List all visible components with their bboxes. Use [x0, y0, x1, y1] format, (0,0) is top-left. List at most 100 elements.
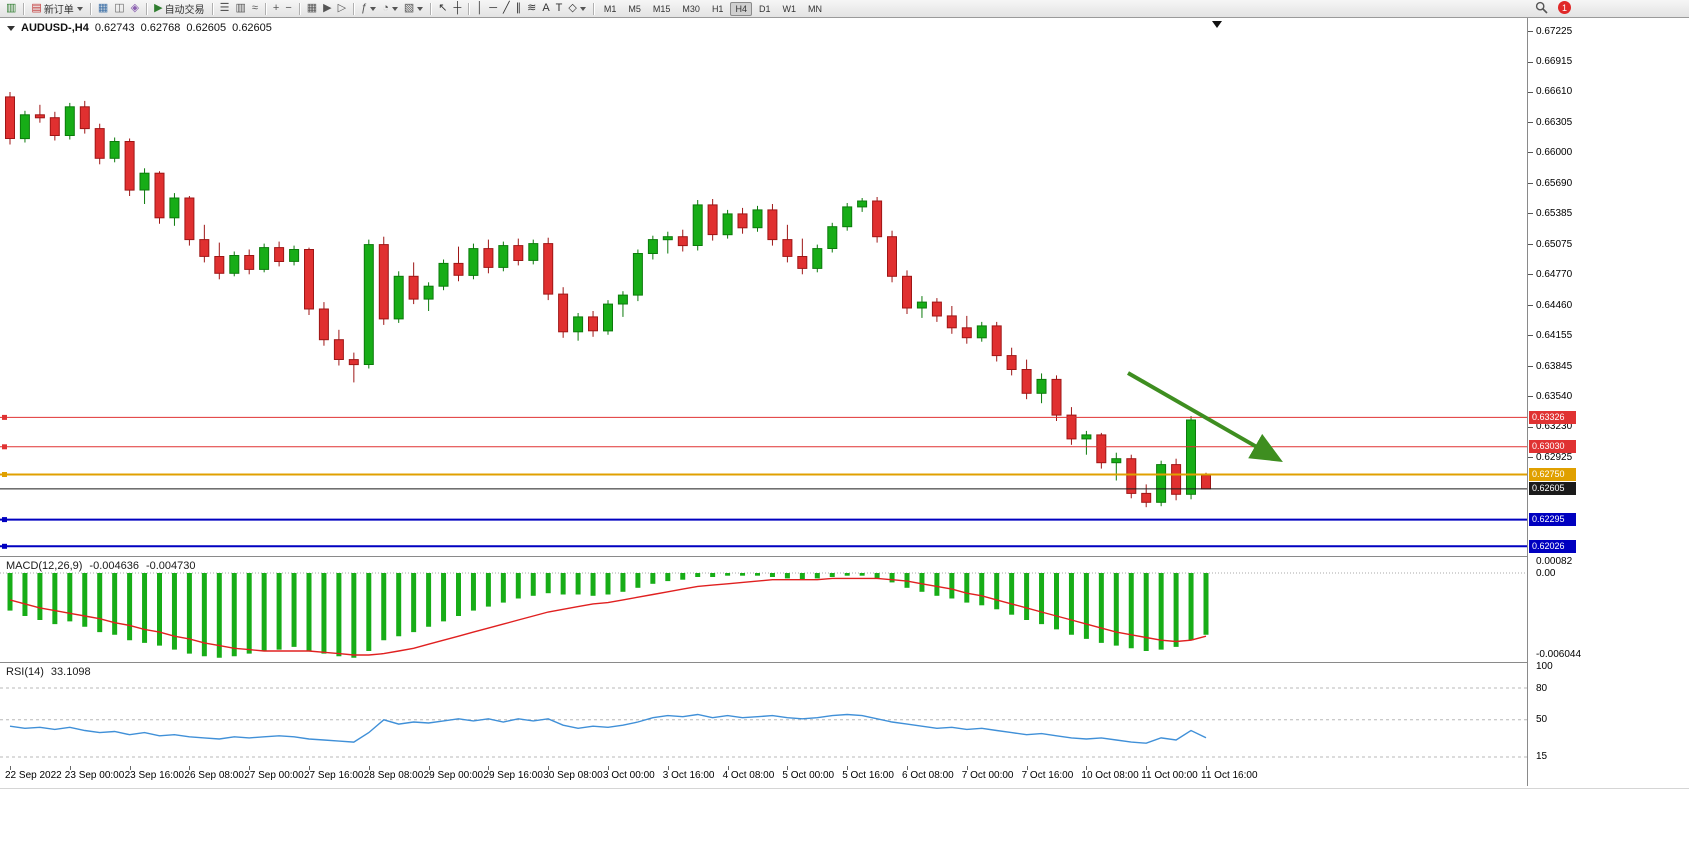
line-handle[interactable]: [2, 517, 7, 523]
timeframe-d1-button[interactable]: D1: [758, 3, 771, 14]
horizontal-line-button[interactable]: ─: [486, 1, 500, 17]
new-order-button[interactable]: ▤ 新订单: [28, 1, 85, 17]
macd-panel: [0, 558, 1527, 662]
chart-window-icon[interactable]: ▥: [3, 1, 19, 17]
candle-body: [318, 308, 329, 341]
chart-shift-marker-icon[interactable]: [1212, 21, 1222, 28]
candle-body: [109, 141, 120, 159]
candle-body: [976, 325, 987, 339]
toolbar-separator: [264, 2, 266, 15]
candle-body: [483, 248, 494, 268]
notification-badge[interactable]: 1: [1558, 1, 1571, 14]
vertical-line-button[interactable]: │: [473, 1, 486, 17]
price-axis-tick: [1528, 305, 1533, 307]
price-axis-tick: [1528, 426, 1533, 428]
candle-body: [752, 209, 763, 229]
candle-body: [543, 243, 554, 295]
line-handle[interactable]: [2, 543, 7, 549]
zoom-out-button[interactable]: −: [282, 1, 294, 17]
time-axis: 22 Sep 2022 23 Sep 00:00 23 Sep 16:00 26 Se…: [0, 766, 1689, 788]
bar-chart-button-icon: ☰: [219, 2, 230, 14]
ohlc-close: 0.62605: [232, 22, 272, 34]
shapes-button-icon: ◇: [568, 2, 577, 14]
cursor-button[interactable]: ↖: [435, 1, 450, 17]
line-handle[interactable]: [2, 444, 7, 450]
line-handle[interactable]: [2, 414, 7, 420]
channel-button[interactable]: ∥: [513, 1, 525, 17]
time-axis-tick: [69, 766, 71, 770]
toolbar-group-pointer: ↖ ┼: [435, 1, 464, 17]
navigator-icon[interactable]: ◈: [128, 1, 142, 17]
candle-body: [49, 117, 60, 136]
bar-chart-button[interactable]: ☰: [217, 1, 233, 17]
crosshair-button[interactable]: ┼: [451, 1, 465, 17]
line-chart-button[interactable]: ≈: [249, 1, 261, 17]
panel-separator[interactable]: [0, 556, 1689, 557]
chart-shift-button[interactable]: ▷: [335, 1, 349, 17]
panel-separator[interactable]: [0, 662, 1689, 663]
toolbar-separator: [211, 2, 213, 15]
price-badge-0.62026: 0.62026: [1529, 539, 1576, 553]
time-axis-tick: [189, 766, 191, 770]
trend-arrow-annotation[interactable]: [1127, 371, 1283, 462]
rsi-line: [9, 713, 1207, 744]
toolbar: ▥ ▤ 新订单 ▦ ◫ ◈ ▶ 自动交易 ☰ ▥ ≈ + − ▦ ▶ ▷ ƒ ◔ ▧ ↖ ┼ │ ─ ╱ ∥ ≋ A T ◇ M1 M5 M1…: [0, 0, 1689, 18]
line-handle[interactable]: [2, 472, 7, 477]
price-axis-tick: [1528, 61, 1533, 63]
timeframe-h4-button[interactable]: H4: [730, 1, 752, 16]
templates-button[interactable]: ▧: [401, 1, 426, 17]
timeframe-mn-button[interactable]: MN: [807, 3, 822, 14]
tile-windows-button-icon: ▦: [306, 2, 318, 14]
timeframe-m15-button[interactable]: M15: [652, 3, 671, 14]
indicators-button[interactable]: ƒ: [358, 1, 379, 17]
auto-scroll-button[interactable]: ▶: [320, 1, 334, 17]
candle-body: [139, 172, 150, 191]
text-label-button[interactable]: T: [553, 1, 566, 17]
symbol-dropdown-icon[interactable]: [7, 25, 15, 31]
price-badge-0.63030: 0.63030: [1529, 440, 1576, 454]
shapes-button[interactable]: ◇: [565, 1, 588, 17]
auto-trading-button[interactable]: ▶ 自动交易: [151, 1, 207, 17]
search-icon[interactable]: [1535, 1, 1548, 14]
periods-button[interactable]: ◔: [379, 1, 401, 17]
candle-body: [1096, 434, 1107, 464]
rsi-axis-label: 15: [1536, 751, 1548, 763]
zoom-in-button[interactable]: +: [270, 1, 282, 17]
fibonacci-button[interactable]: ≋: [524, 1, 539, 17]
candle-body: [333, 339, 344, 361]
candle-body: [468, 248, 479, 276]
candle-body: [1006, 355, 1017, 371]
price-axis-tick: [1528, 396, 1533, 398]
rsi-label-row: RSI(14) 33.1098: [6, 666, 91, 678]
time-axis-label: 3 Oct 00:00: [603, 770, 655, 781]
toolbar-group-zoom: + −: [270, 1, 295, 17]
timeframe-h1-button[interactable]: H1: [711, 3, 724, 14]
candlestick-chart-button-icon: ▥: [235, 2, 246, 14]
candle-body: [737, 213, 748, 229]
price-axis-tick: [1528, 152, 1533, 154]
toolbar-group-arrange: ▦ ▶ ▷: [304, 1, 349, 17]
time-axis-tick: [10, 766, 11, 770]
text-button[interactable]: A: [539, 1, 552, 17]
data-window-icon[interactable]: ◫: [111, 1, 127, 17]
candle-body: [393, 275, 404, 320]
timeframe-w1-button[interactable]: W1: [782, 3, 796, 14]
market-watch-icon[interactable]: ▦: [95, 1, 111, 17]
tile-windows-button[interactable]: ▦: [304, 1, 320, 17]
toolbar-group-panels: ▦ ◫ ◈: [95, 1, 142, 17]
candlestick-chart-button[interactable]: ▥: [232, 1, 248, 17]
toolbar-separator: [146, 2, 148, 15]
time-axis-label: 23 Sep 16:00: [124, 770, 185, 781]
candle-body: [767, 209, 778, 241]
candle-body: [558, 293, 569, 333]
trendline-button[interactable]: ╱: [500, 1, 513, 17]
candle-body: [1171, 464, 1182, 495]
templates-button-caret-icon: [417, 6, 424, 11]
timeframe-m5-button[interactable]: M5: [628, 3, 641, 14]
timeframe-m30-button[interactable]: M30: [682, 3, 700, 14]
candle-body: [991, 325, 1002, 357]
timeframe-m1-button[interactable]: M1: [603, 3, 617, 14]
candle-body: [722, 213, 733, 236]
rsi-axis-label: 100: [1536, 661, 1553, 673]
chart-header: AUDUSD-,H4 0.62743 0.62768 0.62605 0.626…: [7, 22, 272, 34]
